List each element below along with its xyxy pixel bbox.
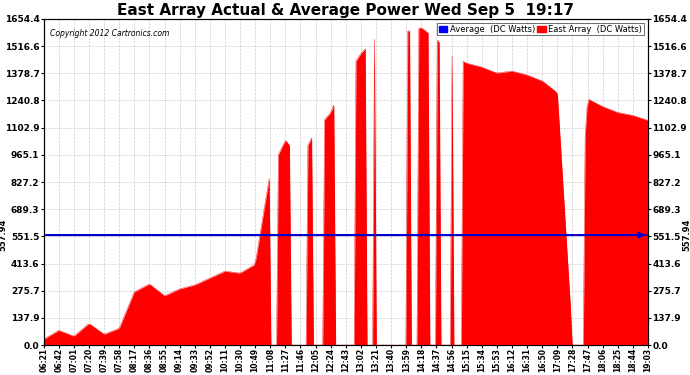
Text: Copyright 2012 Cartronics.com: Copyright 2012 Cartronics.com [50,29,169,38]
Title: East Array Actual & Average Power Wed Sep 5  19:17: East Array Actual & Average Power Wed Se… [117,3,574,18]
Text: 557.94: 557.94 [682,219,690,251]
Text: 557.94: 557.94 [0,219,7,251]
Legend: Average  (DC Watts), East Array  (DC Watts): Average (DC Watts), East Array (DC Watts… [437,23,644,36]
